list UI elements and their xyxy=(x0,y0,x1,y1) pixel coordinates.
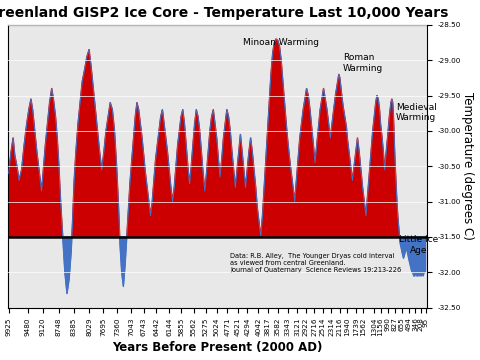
Text: Roman
Warming: Roman Warming xyxy=(343,53,383,73)
Text: Medieval
Warming: Medieval Warming xyxy=(396,103,437,122)
Y-axis label: Temperature (degrees C): Temperature (degrees C) xyxy=(461,93,474,240)
Text: Data: R.B. Alley,  The Younger Dryas cold interval
as viewed from central Greenl: Data: R.B. Alley, The Younger Dryas cold… xyxy=(230,252,401,273)
Text: Minoan Warming: Minoan Warming xyxy=(243,38,319,47)
Text: Little Ice
Age: Little Ice Age xyxy=(399,235,438,255)
X-axis label: Years Before Present (2000 AD): Years Before Present (2000 AD) xyxy=(112,341,323,355)
Title: Greenland GISP2 Ice Core - Temperature Last 10,000 Years: Greenland GISP2 Ice Core - Temperature L… xyxy=(0,5,448,19)
